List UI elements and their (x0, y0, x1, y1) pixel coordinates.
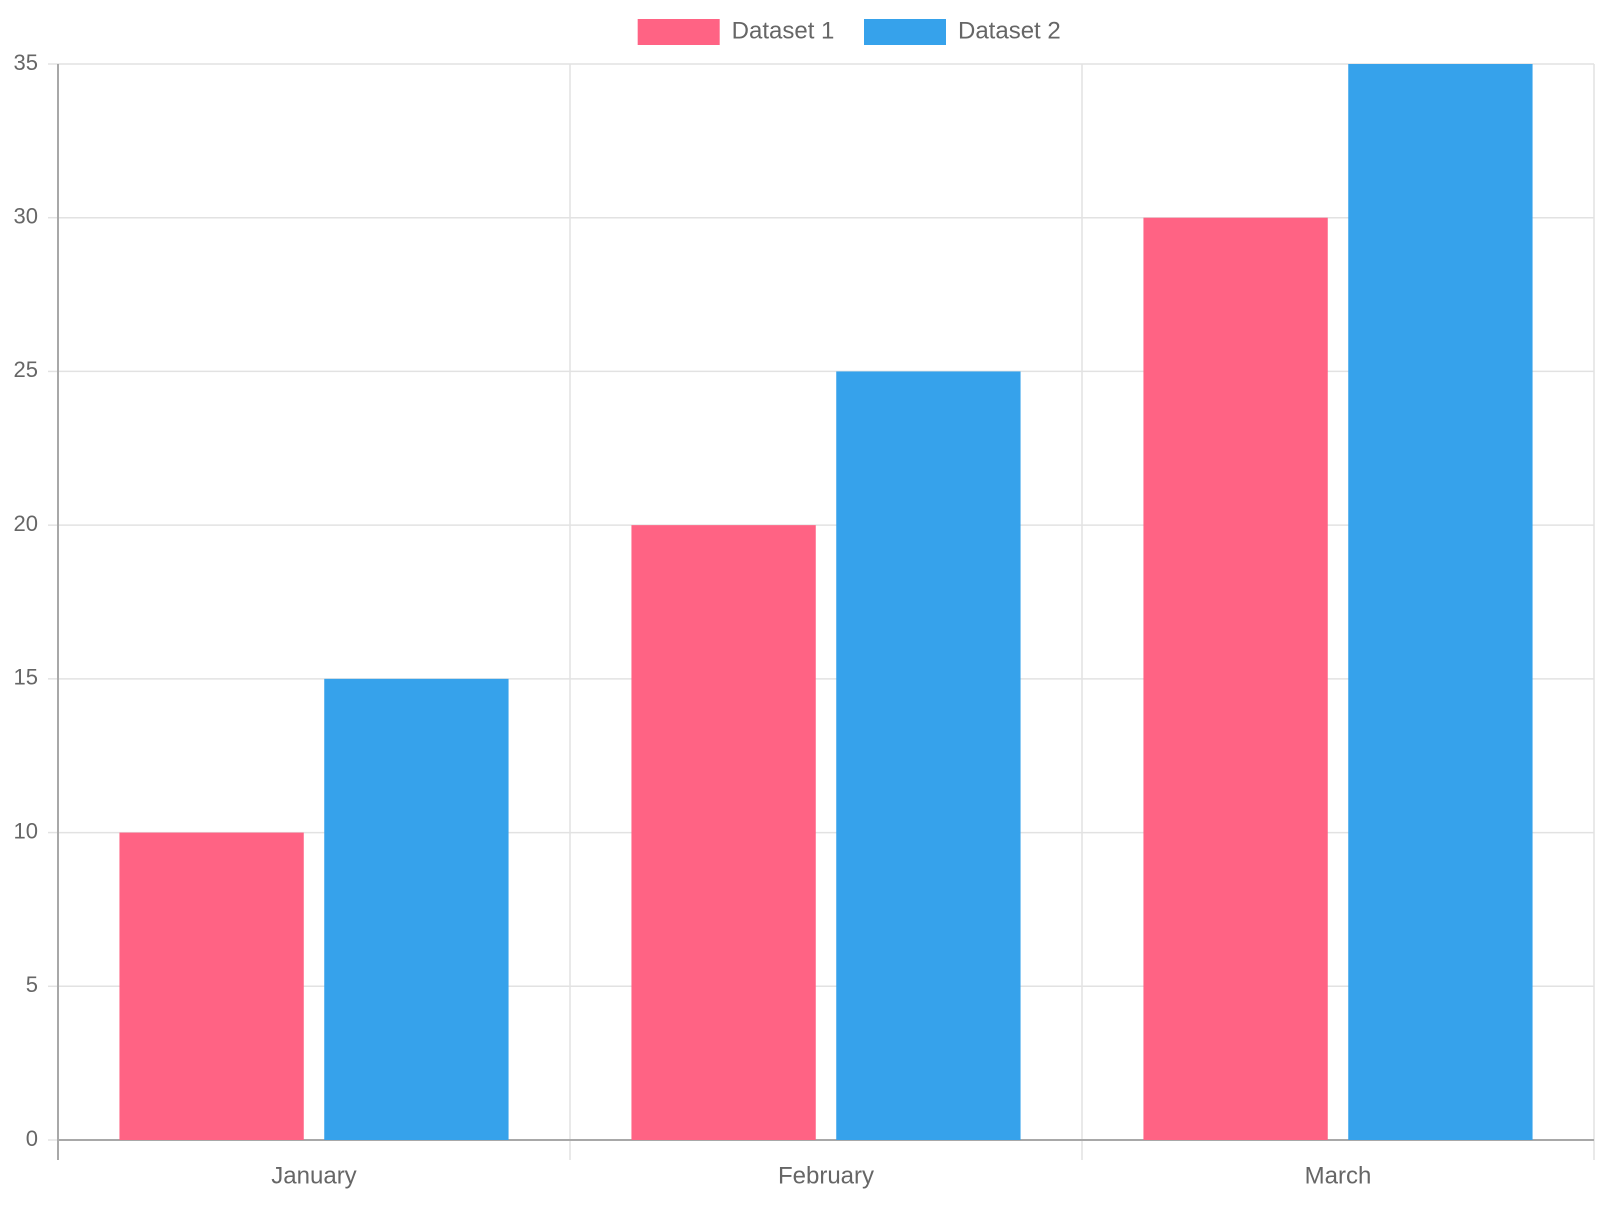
bar-2-january (324, 678, 509, 1140)
legend-swatch-1 (637, 19, 720, 45)
legend-label-2: Dataset 2 (958, 17, 1061, 44)
bars (119, 64, 1533, 1140)
bar-1-january (119, 832, 304, 1140)
y-tick-label: 10 (14, 818, 38, 843)
bar-2-march (1348, 64, 1533, 1140)
x-tick-label: February (778, 1162, 874, 1189)
y-tick-label: 0 (26, 1126, 38, 1151)
x-tick-label: January (271, 1162, 356, 1189)
bar-1-march (1143, 217, 1328, 1140)
y-tick-label: 20 (14, 511, 38, 536)
legend-label-1: Dataset 1 (732, 17, 835, 44)
legend: Dataset 1 Dataset 2 (637, 17, 1061, 45)
y-tick-label: 5 (26, 972, 38, 997)
bar-1-february (631, 525, 816, 1140)
y-tick-label: 30 (14, 204, 38, 229)
grid-lines (48, 63, 1595, 1160)
y-tick-label: 25 (14, 357, 38, 382)
x-tick-label: March (1305, 1162, 1372, 1189)
y-tick-label: 35 (14, 50, 38, 75)
legend-swatch-2 (864, 19, 946, 45)
axes: 0 5 10 15 20 25 30 35 January February March (14, 50, 1594, 1189)
y-tick-label: 15 (14, 665, 38, 690)
bar-2-february (836, 371, 1021, 1140)
